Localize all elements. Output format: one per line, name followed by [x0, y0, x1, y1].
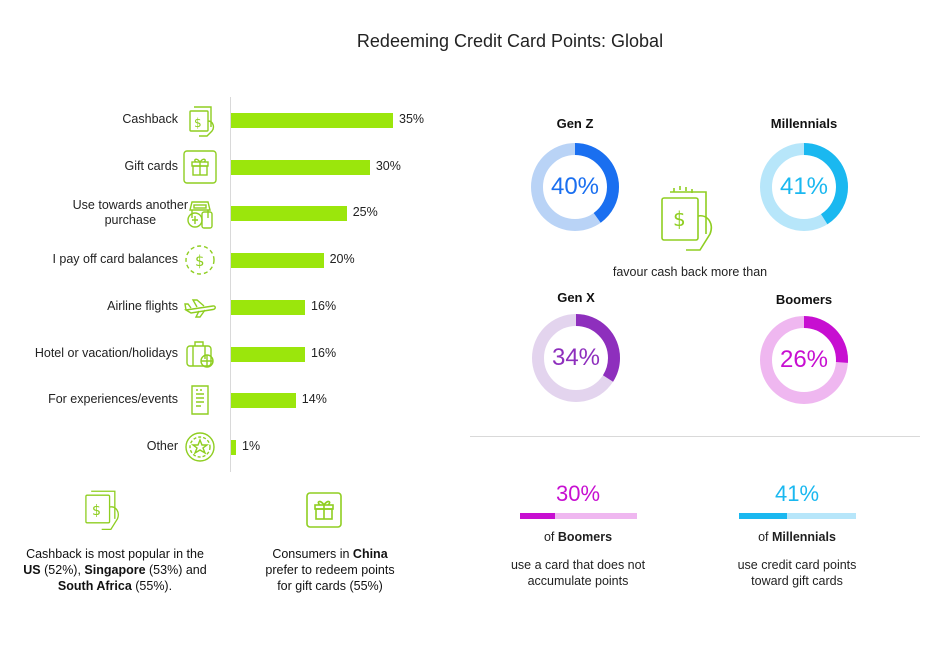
donut-caption: favour cash back more than — [612, 265, 768, 279]
bar-label: For experiences/events — [48, 392, 178, 407]
china-note-line2: prefer to redeem points — [265, 563, 395, 577]
bar-label-line: purchase — [104, 213, 157, 228]
donut-chart — [531, 143, 619, 231]
stat-description: use a card that does not accumulate point… — [488, 557, 668, 589]
stat-progress-fill — [520, 513, 556, 519]
china-note: Consumers in China prefer to redeem poin… — [240, 546, 420, 594]
generation-title: Gen Z — [556, 116, 594, 131]
bar-value-label: 30% — [375, 158, 401, 173]
stat-percent: 30% — [555, 481, 601, 506]
bar-value-label: 1% — [242, 438, 261, 453]
bar — [231, 346, 306, 362]
bar-value-label: 16% — [311, 298, 337, 313]
bar — [231, 299, 306, 315]
money-hand-icon: $ — [85, 490, 119, 531]
stat-of-prefix: of — [543, 530, 558, 544]
money-hand-icon: $ — [661, 186, 713, 251]
bar-axis — [230, 97, 231, 472]
divider — [470, 436, 920, 437]
shopping-icon — [187, 201, 213, 230]
generation-title: Millennials — [770, 116, 838, 131]
donut-value-label: 41% — [779, 173, 829, 200]
cashback-note: Cashback is most popular in the US (52%)… — [10, 546, 220, 594]
stat-description-line: use a card that does not — [510, 558, 646, 572]
bar — [231, 113, 393, 128]
donut-arc — [532, 314, 620, 402]
bar-label: Other — [146, 438, 178, 453]
bar-label-line: Use towards another — [72, 198, 188, 213]
cashback-note-south-africa: South Africa — [57, 579, 132, 593]
svg-text:$: $ — [194, 116, 202, 130]
stat-progress-fill — [739, 513, 787, 519]
ticket-icon — [191, 385, 209, 415]
cashback-note-south-africa-value: (55%). — [131, 579, 173, 593]
china-note-line3: for gift cards (55%) — [277, 579, 383, 593]
bar-label: Hotel or vacation/holidays — [34, 345, 178, 360]
donut-chart — [532, 314, 620, 402]
china-note-country: China — [352, 547, 388, 561]
stat-description-line: toward gift cards — [751, 574, 843, 588]
cashback-note-us: US — [23, 563, 41, 577]
donut-value-label: 40% — [550, 173, 600, 200]
bar-value-label: 35% — [399, 112, 425, 126]
stat-group-name: Boomers — [557, 530, 613, 544]
china-note-prefix: Consumers in — [272, 547, 353, 561]
bar — [231, 206, 347, 222]
cashback-note-singapore-value: (53%) and — [145, 563, 207, 577]
stat-group-name: Millennials — [772, 530, 836, 544]
cashback-note-singapore: Singapore — [84, 563, 146, 577]
stat-percent: 41% — [774, 481, 820, 506]
stat-description-line: use credit card points — [737, 558, 857, 572]
svg-text:$: $ — [673, 207, 686, 231]
stat-group: of Millennials — [717, 530, 877, 544]
bar-value-label: 16% — [311, 345, 337, 360]
gift-icon — [183, 149, 217, 184]
airplane-icon — [183, 299, 216, 318]
cashback-note-us-value: (52%), — [40, 563, 85, 577]
generation-title: Boomers — [775, 292, 833, 307]
bar — [231, 159, 370, 175]
dollar-coin-icon: $ — [185, 245, 215, 275]
donut-arc — [531, 143, 619, 231]
stat-description-line: accumulate points — [527, 574, 629, 588]
bar-label: Use towards another purchase — [73, 198, 188, 228]
page-title: Redeeming Credit Card Points: Global — [356, 31, 664, 51]
generation-title: Gen X — [557, 290, 595, 305]
bar-value-label: 20% — [329, 252, 355, 267]
donut-arc — [760, 316, 848, 404]
bar — [231, 439, 236, 455]
gift-icon — [306, 492, 342, 528]
bar-label: Gift cards — [124, 158, 179, 173]
donut-value-label: 34% — [551, 344, 601, 371]
bar — [231, 393, 296, 409]
svg-text:$: $ — [92, 503, 101, 519]
bar-label: Cashback — [122, 112, 178, 126]
star-badge-icon — [185, 432, 215, 462]
donut-value-label: 26% — [779, 346, 829, 373]
bar-value-label: 14% — [301, 392, 327, 407]
stat-of-prefix: of — [758, 530, 772, 544]
money-hand-icon: $ — [189, 106, 215, 137]
cashback-note-line1: Cashback is most popular in the — [26, 547, 204, 561]
donut-arc — [760, 143, 848, 231]
bar-label: I pay off card balances — [52, 252, 178, 267]
stat-group: of Boomers — [498, 530, 658, 544]
suitcase-icon — [186, 340, 214, 368]
stat-progress-bar — [739, 513, 856, 519]
donut-chart — [760, 316, 848, 404]
bar — [231, 253, 324, 269]
bar-value-label: 25% — [352, 205, 378, 220]
stat-description: use credit card points toward gift cards — [707, 557, 887, 589]
svg-text:$: $ — [195, 252, 205, 270]
donut-chart — [760, 143, 848, 231]
bar-label: Airline flights — [107, 298, 178, 313]
stat-progress-bar — [520, 513, 637, 519]
